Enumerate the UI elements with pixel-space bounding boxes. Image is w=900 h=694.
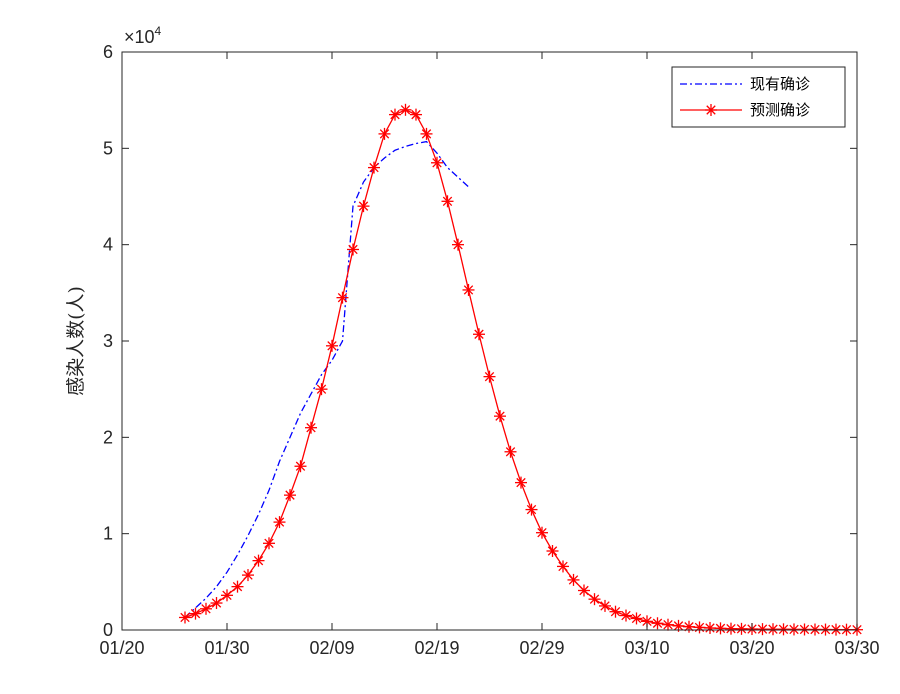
series-1-point-11 bbox=[294, 460, 307, 473]
series-1-point-20 bbox=[389, 108, 401, 121]
series-1-point-7 bbox=[252, 554, 265, 567]
x-tick-label-7: 03/30 bbox=[834, 638, 879, 658]
series-1-point-37 bbox=[567, 573, 580, 586]
x-tick-label-1: 01/30 bbox=[204, 638, 249, 658]
series-1-point-34 bbox=[536, 526, 548, 539]
x-tick-label-2: 02/09 bbox=[309, 638, 354, 658]
series-1-point-48 bbox=[683, 620, 695, 633]
y-tick-label-2: 2 bbox=[103, 427, 113, 447]
series-1-point-21 bbox=[399, 103, 412, 116]
series-1-point-43 bbox=[630, 612, 643, 625]
series-1-point-51 bbox=[714, 622, 727, 635]
series-1-point-16 bbox=[347, 243, 359, 256]
series-1-point-9 bbox=[273, 516, 286, 529]
series-1-point-56 bbox=[767, 623, 779, 636]
series-1-point-31 bbox=[504, 445, 517, 458]
series-1-point-24 bbox=[431, 156, 443, 169]
series-1-point-6 bbox=[242, 569, 254, 582]
series-1-point-39 bbox=[588, 593, 601, 606]
series-1-point-33 bbox=[525, 503, 538, 516]
series-1-point-10 bbox=[284, 489, 296, 502]
tick-labels-layer: 01/20 01/30 02/09 02/19 02/29 03/10 03/20 03/30… bbox=[99, 42, 879, 658]
legend-marker-1 bbox=[705, 104, 717, 116]
legend-label-0: 现有确诊 bbox=[750, 75, 810, 93]
legend-label-1: 预测确诊 bbox=[750, 101, 810, 119]
y-tick-label-6: 6 bbox=[103, 42, 113, 62]
series-1-point-41 bbox=[609, 605, 622, 618]
series-1-point-17 bbox=[357, 200, 370, 213]
series-1-point-5 bbox=[231, 580, 244, 593]
series-1-point-46 bbox=[662, 618, 674, 631]
y-tick-label-0: 0 bbox=[103, 620, 113, 640]
ticks-layer bbox=[121, 51, 858, 631]
y-tick-label-3: 3 bbox=[103, 331, 113, 351]
series-1-point-18 bbox=[368, 161, 380, 174]
y-tick-label-5: 5 bbox=[103, 138, 113, 158]
series-1-point-36 bbox=[557, 560, 569, 573]
series-1-point-28 bbox=[473, 328, 485, 341]
series-1-point-15 bbox=[336, 291, 349, 304]
series-1-point-50 bbox=[704, 621, 716, 634]
series-1-point-45 bbox=[651, 617, 664, 630]
series-1-point-25 bbox=[441, 195, 454, 208]
series-1-point-12 bbox=[305, 421, 317, 434]
y-tick-label-1: 1 bbox=[103, 524, 113, 544]
series-1-point-40 bbox=[599, 599, 611, 612]
series-1-point-59 bbox=[798, 623, 811, 636]
x-tick-label-6: 03/20 bbox=[729, 638, 774, 658]
y-exponent-label: ×104 bbox=[124, 24, 162, 47]
series-1-point-1 bbox=[189, 607, 202, 620]
legend: 现有确诊 预测确诊 bbox=[671, 66, 846, 128]
series-1-point-42 bbox=[620, 609, 632, 622]
series-1-point-0 bbox=[179, 611, 191, 624]
plot-area bbox=[122, 52, 857, 630]
legend-marker-asterisk bbox=[705, 104, 717, 116]
series-1-point-38 bbox=[578, 584, 590, 597]
series-1-point-26 bbox=[452, 238, 464, 251]
series-1-point-55 bbox=[756, 623, 769, 636]
series-1-point-8 bbox=[263, 537, 275, 550]
series-1-point-23 bbox=[420, 127, 433, 140]
series-1-point-22 bbox=[410, 108, 422, 121]
series-1-point-58 bbox=[788, 623, 800, 636]
series-1-point-53 bbox=[735, 622, 748, 635]
series-1-point-30 bbox=[494, 410, 506, 423]
x-tick-label-4: 02/29 bbox=[519, 638, 564, 658]
series-1-point-4 bbox=[221, 589, 233, 602]
series-1-point-52 bbox=[725, 622, 737, 635]
y-axis-title: 感染人数(人) bbox=[65, 286, 87, 396]
series-1-point-32 bbox=[515, 476, 527, 489]
series-1-point-2 bbox=[200, 602, 212, 615]
series-1-point-35 bbox=[546, 545, 559, 558]
legend-box bbox=[671, 66, 846, 128]
series-1-point-49 bbox=[693, 621, 706, 634]
series-1-point-3 bbox=[210, 597, 223, 610]
x-tick-label-0: 01/20 bbox=[99, 638, 144, 658]
series-1-point-29 bbox=[483, 370, 496, 383]
y-tick-label-4: 4 bbox=[103, 235, 113, 255]
series-1-point-27 bbox=[462, 283, 475, 296]
series-1-point-57 bbox=[777, 623, 790, 636]
x-tick-label-5: 03/10 bbox=[624, 638, 669, 658]
x-tick-label-3: 02/19 bbox=[414, 638, 459, 658]
series-1-point-19 bbox=[378, 127, 391, 140]
series-1-point-14 bbox=[326, 339, 338, 352]
series-1-point-13 bbox=[315, 383, 328, 396]
